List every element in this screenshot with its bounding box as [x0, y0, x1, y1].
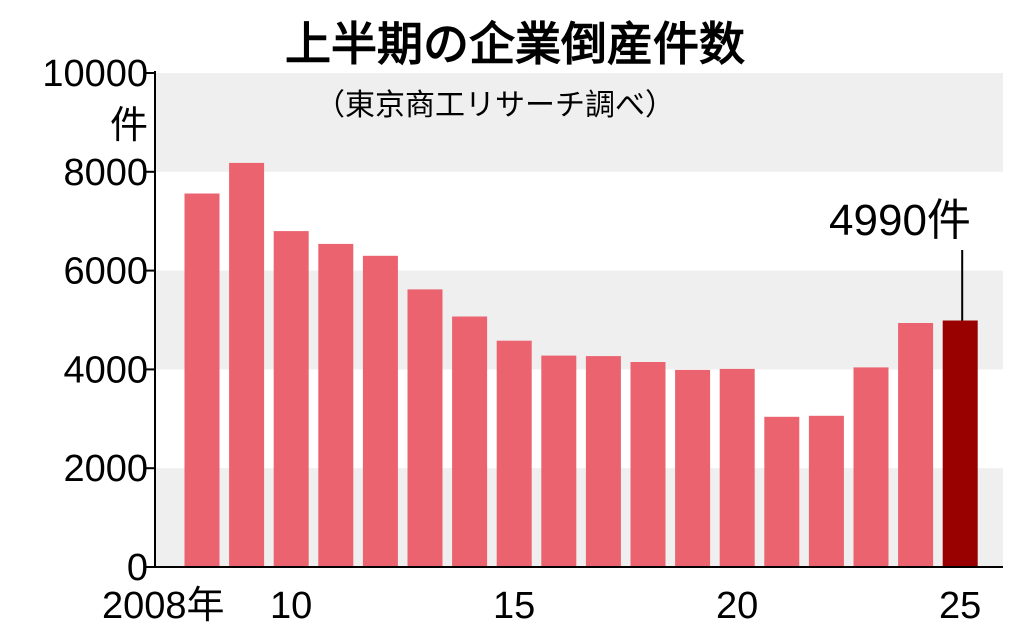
- bar-2012: [362, 255, 398, 568]
- bar-2016: [541, 355, 577, 567]
- y-unit-label: 件: [110, 105, 148, 147]
- x-tick-label: 15: [493, 585, 535, 627]
- bar-2013: [407, 289, 443, 567]
- bar-2024: [898, 323, 934, 567]
- y-tick-label: 4000: [63, 349, 148, 391]
- x-tick-label: 20: [716, 585, 758, 627]
- bars: [184, 162, 978, 568]
- bar-2020: [719, 368, 755, 567]
- y-tick-label: 8000: [63, 152, 148, 194]
- chart-subtitle: （東京商工リサーチ調べ）: [315, 88, 675, 123]
- bar-2011: [318, 243, 354, 567]
- chart-title: 上半期の企業倒産件数: [285, 17, 745, 71]
- bar-2025: [942, 320, 978, 567]
- axes: [145, 71, 1003, 568]
- bar-2019: [675, 369, 711, 567]
- bar-2023: [853, 367, 889, 567]
- grid-band: [155, 73, 1003, 172]
- x-tick-label: 25: [939, 585, 981, 627]
- bar-2017: [585, 356, 621, 567]
- x-tick-label: 10: [270, 585, 312, 627]
- bar-2010: [273, 231, 309, 567]
- y-tick-label: 2000: [63, 448, 148, 490]
- bar-2014: [452, 316, 488, 567]
- bar-2018: [630, 362, 666, 567]
- y-tick-label: 6000: [63, 251, 148, 293]
- y-tick-label: 10000: [42, 53, 148, 95]
- y-tick-labels: 0 2000 4000 6000 8000 10000: [42, 53, 148, 589]
- y-tick-label: 0: [127, 547, 148, 589]
- bar-2021: [764, 416, 800, 567]
- bar-2009: [229, 162, 265, 567]
- bar-2015: [496, 340, 532, 567]
- bar-2022: [808, 415, 844, 567]
- bar-2008: [184, 193, 220, 567]
- annotation-label: 4990件: [829, 196, 971, 245]
- x-tick-label: 2008年: [102, 585, 225, 627]
- x-tick-labels: 2008年 10 15 20 25: [102, 585, 981, 627]
